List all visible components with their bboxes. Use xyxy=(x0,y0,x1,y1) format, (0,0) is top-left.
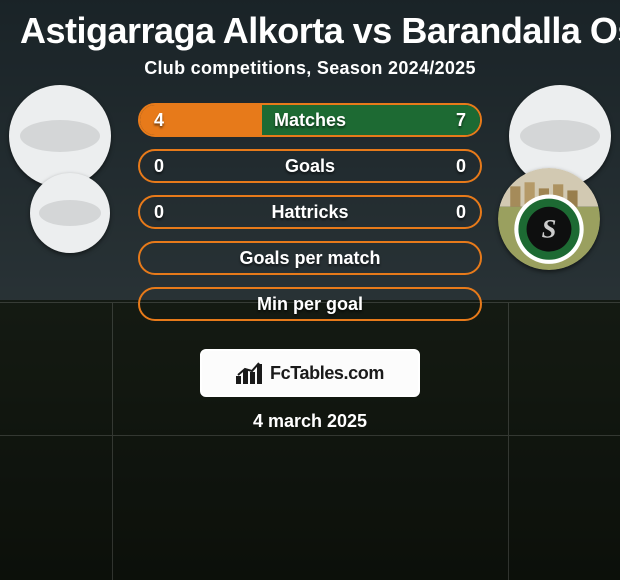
stat-value-left: 4 xyxy=(154,105,164,135)
stat-pill: Goals per match xyxy=(138,241,482,275)
page-title: Astigarraga Alkorta vs Barandalla Ostiz xyxy=(20,10,600,52)
stat-pill: Goals0 0 xyxy=(138,149,482,183)
stat-row: Min per goal xyxy=(20,287,600,333)
stat-value-right: 0 xyxy=(456,151,466,181)
stat-value-right: 7 xyxy=(456,105,466,135)
left-club-badge xyxy=(30,173,110,253)
stat-label: Goals xyxy=(140,151,480,181)
right-club-badge: S xyxy=(498,168,600,270)
date-label: 4 march 2025 xyxy=(20,411,600,432)
stat-value-right: 0 xyxy=(456,197,466,227)
svg-text:S: S xyxy=(542,213,557,243)
stat-label: Goals per match xyxy=(140,243,480,273)
subtitle: Club competitions, Season 2024/2025 xyxy=(20,58,600,79)
watermark: FcTables.com xyxy=(200,349,420,397)
watermark-text: FcTables.com xyxy=(270,363,384,384)
bars-icon xyxy=(236,362,264,384)
stat-label: Min per goal xyxy=(140,289,480,319)
stat-label: Matches xyxy=(140,105,480,135)
stat-value-left: 0 xyxy=(154,197,164,227)
stat-pill: Matches4 7 xyxy=(138,103,482,137)
stat-pill: Hattricks0 0 xyxy=(138,195,482,229)
stat-value-left: 0 xyxy=(154,151,164,181)
stat-label: Hattricks xyxy=(140,197,480,227)
stat-pill: Min per goal xyxy=(138,287,482,321)
left-player-avatar xyxy=(9,85,111,187)
